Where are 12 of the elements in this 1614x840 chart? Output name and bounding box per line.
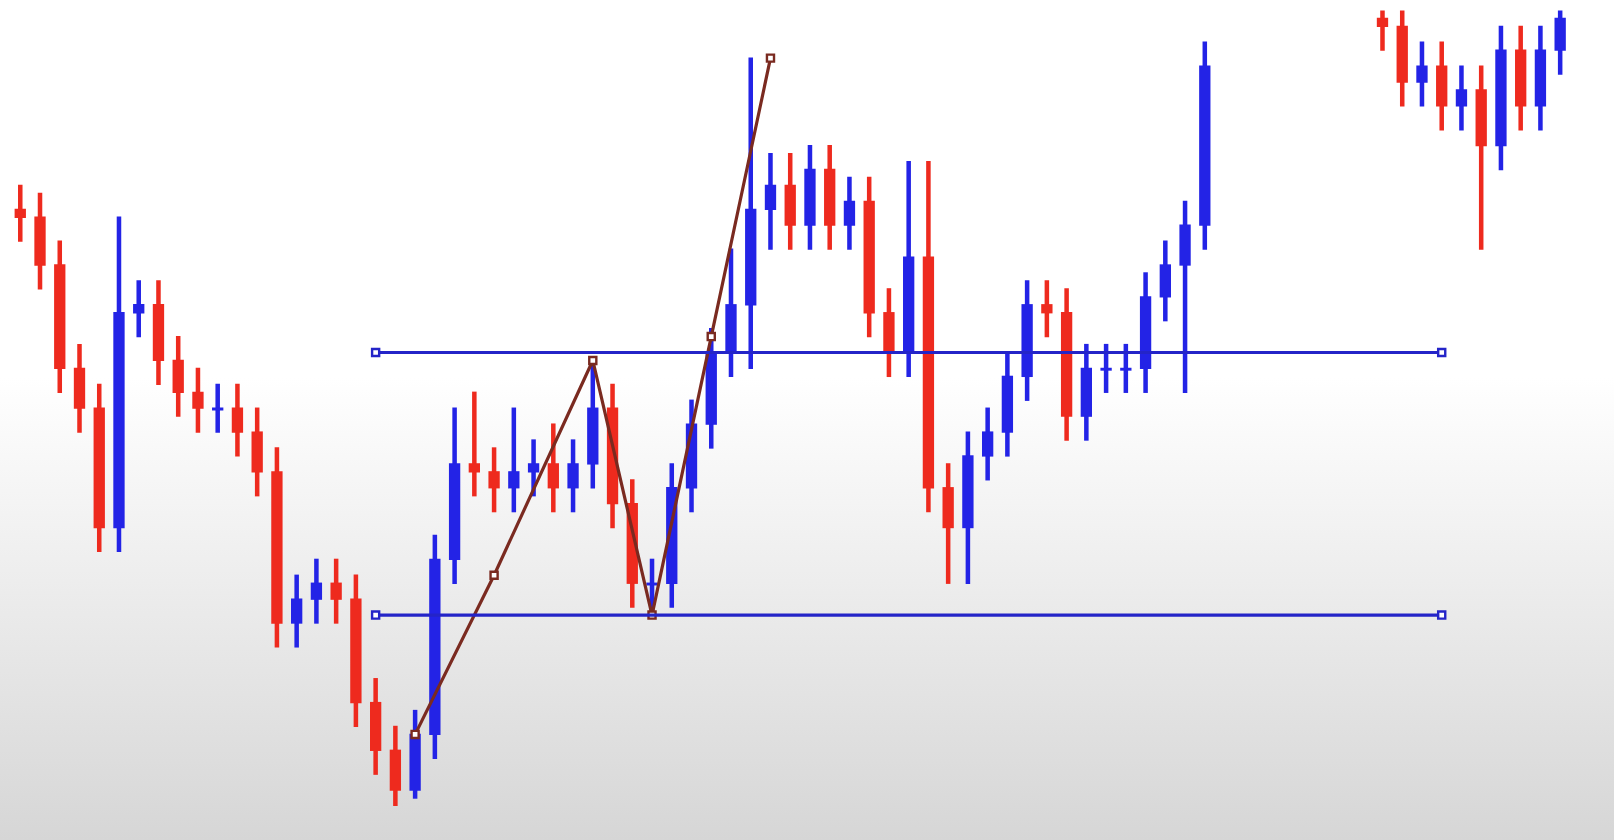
point [765, 53, 776, 63]
point [1436, 347, 1447, 358]
point [489, 570, 499, 581]
point [588, 355, 598, 366]
candlestick [133, 280, 145, 338]
point [370, 610, 381, 620]
point [410, 729, 420, 740]
point [1436, 610, 1447, 620]
candlestick [14, 184, 26, 242]
point [706, 331, 716, 342]
point [370, 347, 381, 358]
candlestick [468, 391, 480, 497]
